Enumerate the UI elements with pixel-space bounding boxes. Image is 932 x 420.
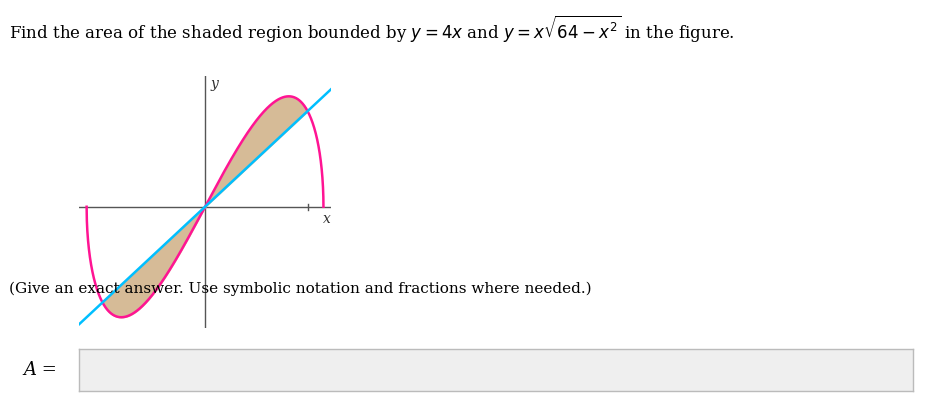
Text: x: x	[322, 212, 330, 226]
Text: Find the area of the shaded region bounded by $y = 4x$ and $y = x\sqrt{64 - x^2}: Find the area of the shaded region bound…	[9, 13, 735, 44]
Text: y: y	[211, 77, 219, 91]
Text: A =: A =	[23, 361, 57, 378]
Text: (Give an exact answer. Use symbolic notation and fractions where needed.): (Give an exact answer. Use symbolic nota…	[9, 281, 592, 296]
